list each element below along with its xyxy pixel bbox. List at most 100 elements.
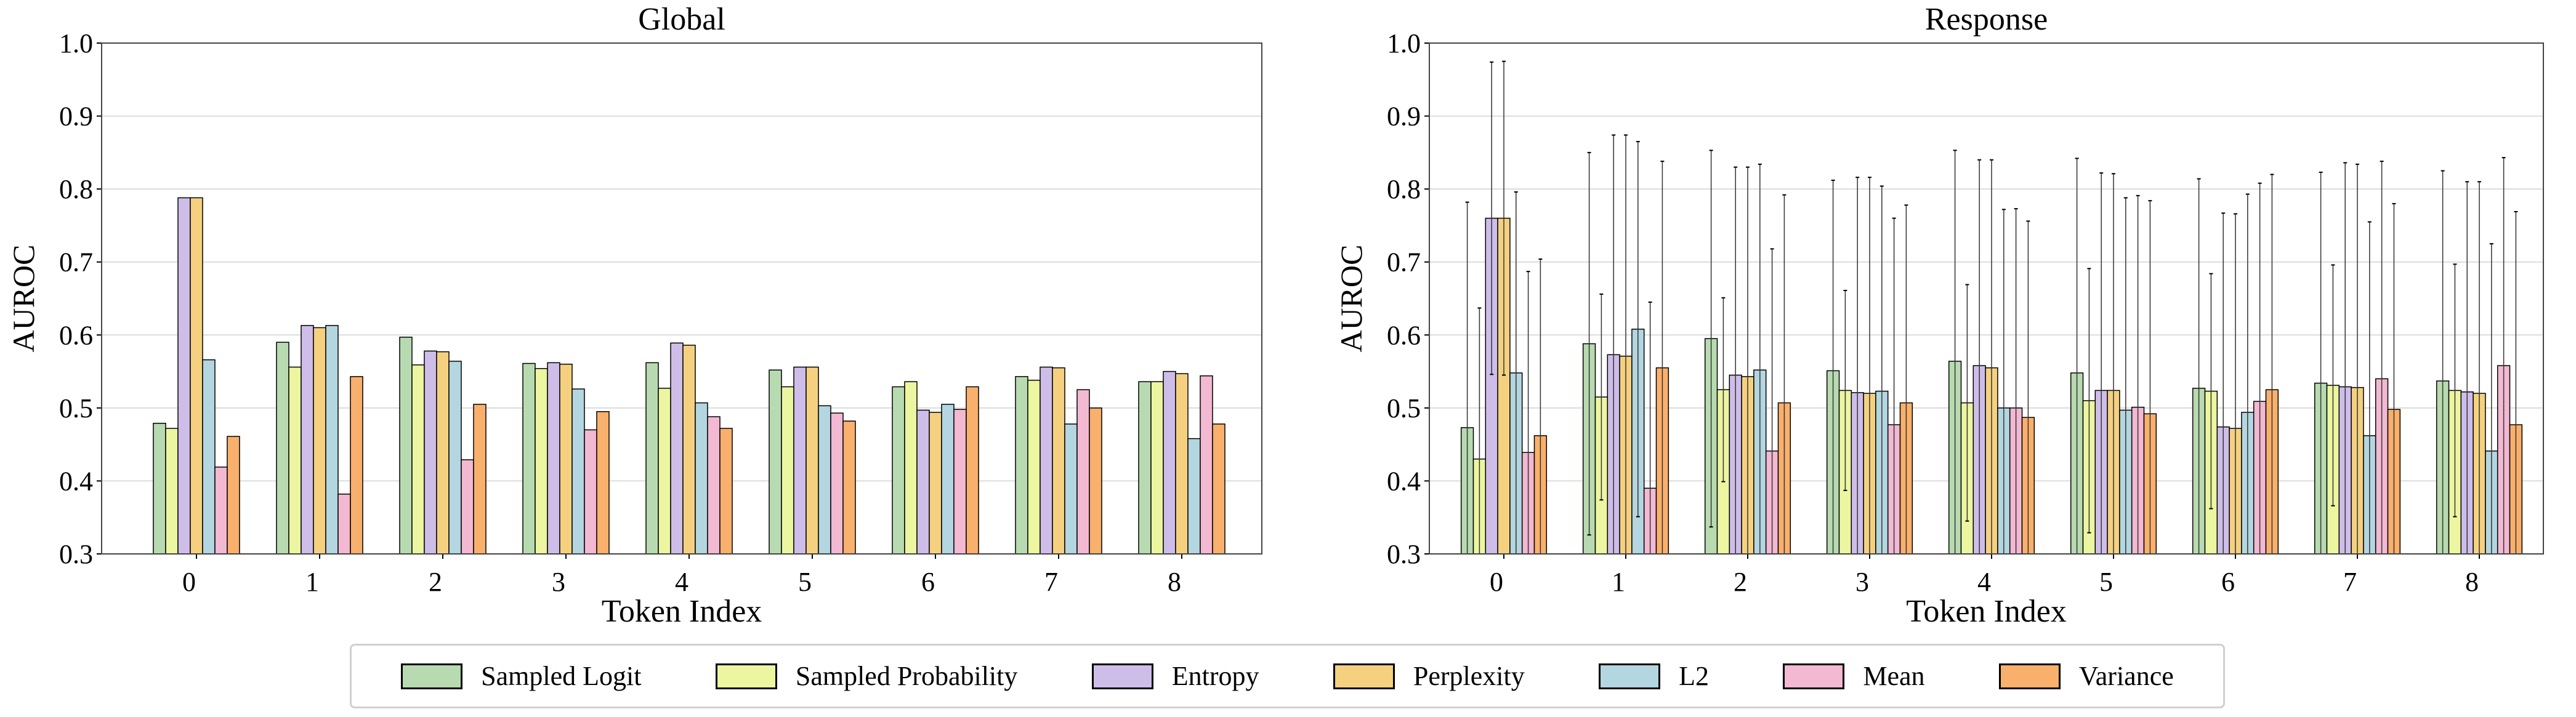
legend-label: Entropy [1171, 661, 1259, 691]
legend-swatch [1783, 663, 1845, 689]
legend-item-sampled-logit: Sampled Logit [401, 660, 641, 692]
y-tick-label: 0.3 [59, 539, 93, 569]
x-axis-label: Token Index [602, 594, 762, 629]
bar-variance [966, 386, 979, 555]
y-axis-label: AUROC [1334, 244, 1368, 352]
x-tick-label: 8 [1168, 567, 1181, 597]
bar-l2 [1187, 438, 1201, 555]
y-tick-label: 0.5 [1387, 393, 1421, 423]
x-tick-label: 1 [1612, 567, 1625, 597]
bar-sampled-probability [1027, 380, 1041, 555]
bar-perplexity [1175, 373, 1189, 555]
bar-l2 [202, 359, 216, 555]
y-tick-label: 0.9 [59, 102, 93, 132]
legend-label: Mean [1863, 661, 1925, 691]
legend-item-perplexity: Perplexity [1333, 660, 1525, 692]
chart-title: Global [638, 2, 725, 37]
x-tick-label: 4 [1977, 567, 1991, 597]
y-tick-label: 0.8 [1387, 174, 1421, 204]
bar-perplexity [682, 345, 696, 555]
bar-sampled-logit [892, 386, 905, 555]
bar-variance [596, 411, 610, 555]
bar-sampled-probability [781, 386, 794, 555]
bar-sampled-probability [288, 366, 302, 555]
x-tick-label: 2 [1734, 567, 1747, 597]
x-tick-label: 5 [798, 567, 812, 597]
legend-label: Sampled Logit [481, 661, 642, 691]
bar-sampled-probability [658, 388, 671, 555]
plot-frame [101, 42, 1262, 555]
y-axis-label: AUROC [6, 244, 41, 352]
y-tick-label: 1.0 [1387, 28, 1421, 58]
bar-mean [461, 459, 474, 555]
x-tick-label: 0 [1490, 567, 1503, 597]
legend-swatch [1599, 663, 1661, 689]
bar-variance [1089, 407, 1102, 555]
bar-sampled-probability [535, 368, 548, 555]
legend-label: Perplexity [1413, 661, 1525, 691]
y-tick-label: 0.5 [59, 393, 93, 423]
bar-mean [1200, 375, 1213, 555]
legend-item-mean: Mean [1783, 660, 1925, 692]
bar-mean [1076, 389, 1090, 555]
y-tick-label: 0.7 [59, 247, 93, 278]
bar-mean [953, 409, 967, 555]
bar-sampled-probability [1150, 381, 1164, 555]
x-tick-label: 4 [675, 567, 688, 597]
bar-entropy [670, 342, 684, 555]
bar-l2 [325, 325, 339, 555]
bar-sampled-logit [645, 362, 659, 555]
legend-label: Variance [2078, 661, 2174, 691]
bar-sampled-logit [399, 337, 413, 555]
bar-entropy [424, 350, 437, 555]
x-tick-label: 3 [552, 567, 565, 597]
y-tick-label: 0.4 [59, 466, 93, 496]
bar-variance [227, 436, 240, 555]
y-tick-label: 0.6 [59, 320, 93, 350]
bar-perplexity [929, 412, 942, 555]
bar-mean [337, 494, 351, 555]
bar-sampled-logit [153, 423, 166, 555]
bar-variance [842, 420, 856, 555]
bar-variance [350, 376, 363, 555]
bar-perplexity [1052, 367, 1065, 555]
legend-item-variance: Variance [1998, 660, 2174, 692]
legend-swatch [715, 663, 777, 689]
y-tick-label: 0.8 [59, 174, 93, 204]
x-tick-label: 1 [305, 567, 319, 597]
x-tick-label: 7 [1044, 567, 1058, 597]
legend: Sampled Logit Sampled Probability Entrop… [350, 644, 2225, 708]
bar-mean [584, 429, 597, 555]
y-tick-label: 0.4 [1387, 466, 1421, 496]
bar-entropy [1040, 366, 1053, 555]
legend-swatch [1091, 663, 1153, 689]
bar-mean [214, 467, 228, 555]
bar-sampled-logit [1138, 381, 1152, 555]
bar-l2 [1064, 423, 1078, 555]
bar-entropy [916, 409, 930, 555]
bar-variance [1212, 423, 1225, 555]
bar-sampled-logit [1015, 376, 1028, 555]
legend-label: L2 [1679, 661, 1709, 691]
bar-l2 [818, 405, 831, 555]
y-tick-label: 0.9 [1387, 102, 1421, 132]
legend-item-entropy: Entropy [1091, 660, 1259, 692]
x-tick-label: 7 [2343, 567, 2357, 597]
x-tick-label: 3 [1855, 567, 1869, 597]
x-axis-label: Token Index [1906, 594, 2067, 629]
bar-l2 [571, 388, 585, 555]
bar-entropy [177, 197, 191, 555]
bar-sampled-probability [165, 428, 179, 555]
bar-entropy [547, 362, 560, 555]
bar-variance [473, 404, 487, 555]
bar-perplexity [806, 366, 819, 555]
legend-swatch [1333, 663, 1395, 689]
x-tick-label: 0 [182, 567, 196, 597]
x-tick-label: 6 [2221, 567, 2235, 597]
bar-entropy [793, 366, 807, 555]
legend-swatch [1998, 663, 2061, 689]
x-tick-label: 8 [2465, 567, 2479, 597]
bar-perplexity [313, 327, 326, 555]
bar-sampled-probability [904, 381, 918, 555]
bar-perplexity [190, 197, 203, 555]
